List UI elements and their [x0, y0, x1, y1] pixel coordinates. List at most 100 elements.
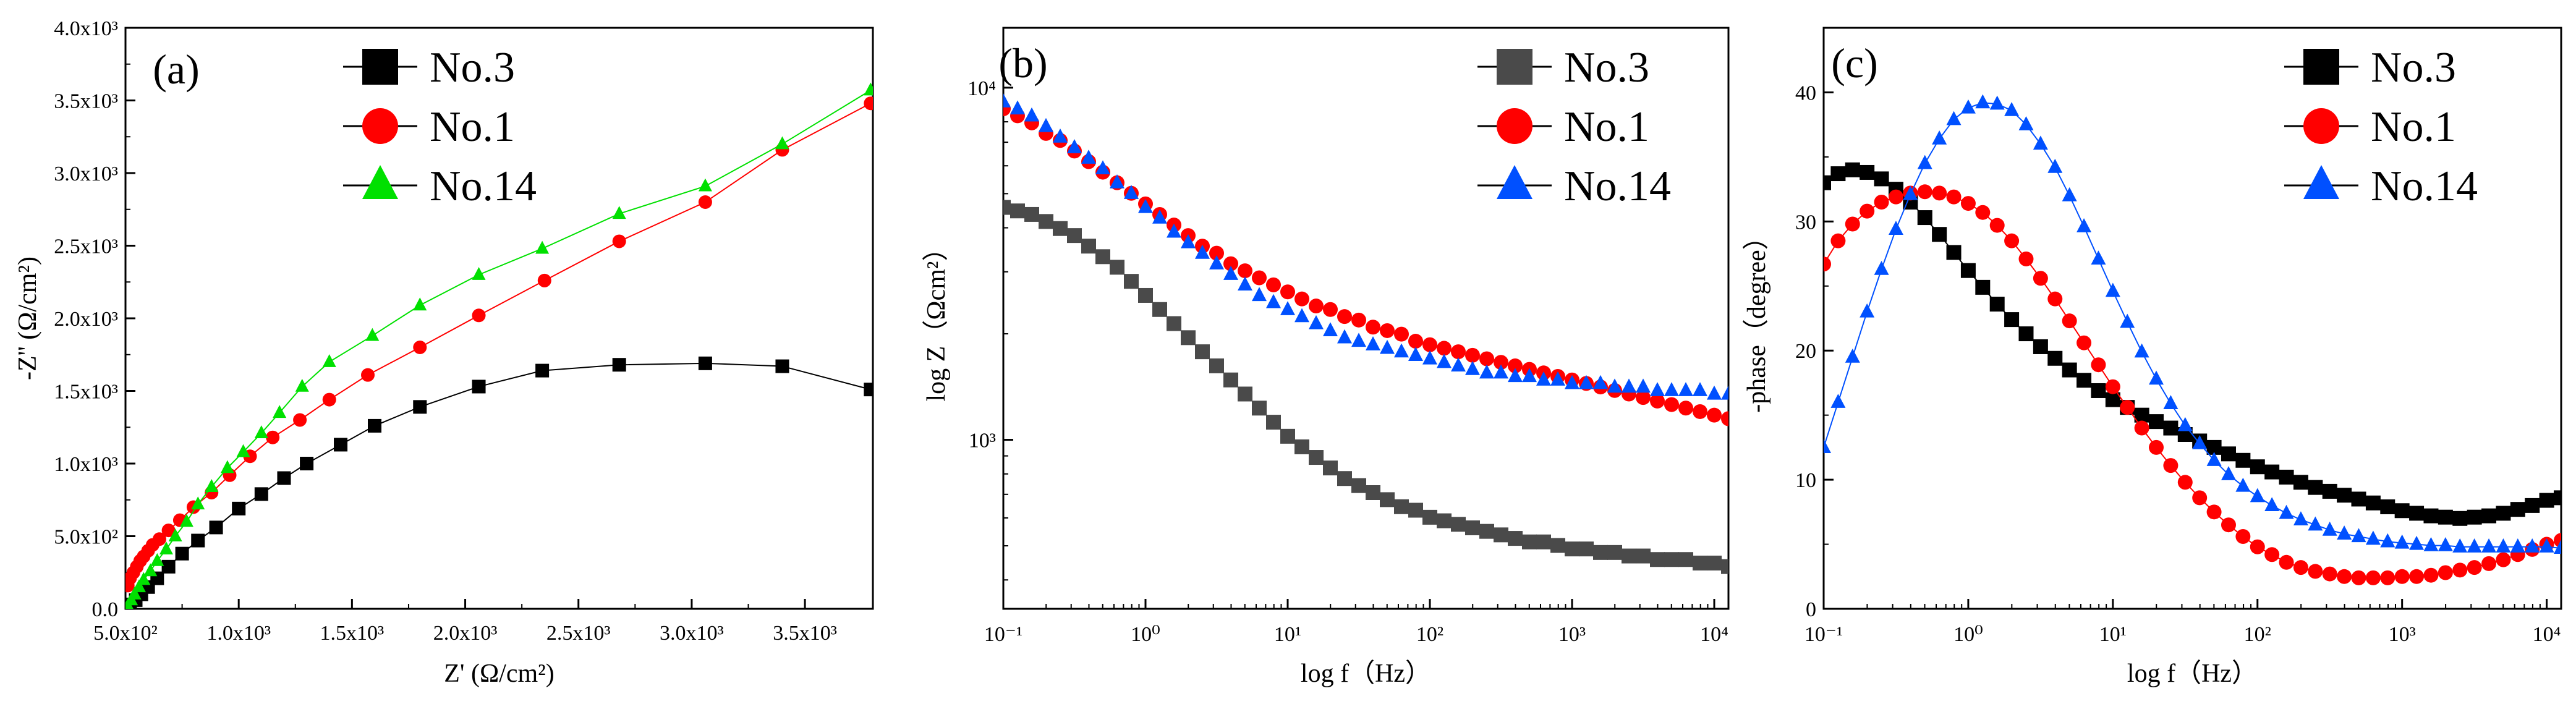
x-tick-label: 10¹	[2099, 623, 2127, 646]
data-point-No.14	[1678, 382, 1693, 396]
data-point-No.1	[1408, 334, 1423, 349]
data-point-No.1	[537, 273, 551, 287]
data-point-No.14	[612, 206, 626, 219]
x-tick-label: 2.5x10³	[546, 622, 611, 645]
data-point-No.1	[2264, 547, 2280, 562]
data-point-No.3	[300, 457, 314, 470]
panel-b: 10⁻¹ 10⁰ 10¹ 10² 10³ 10⁴ 10³ 10⁴ log f（Hz） log Z（…	[922, 27, 1730, 688]
y-tick-label: 3.0x10³	[54, 163, 118, 185]
data-point-No.14	[1565, 375, 1579, 389]
data-point-No.14	[1053, 128, 1068, 143]
data-point-No.1	[413, 341, 427, 354]
data-point-No.1	[1266, 277, 1281, 292]
data-point-No.1	[2365, 570, 2381, 585]
data-point-No.14	[1960, 99, 1976, 114]
data-point-No.3	[2062, 362, 2077, 378]
data-point-No.3	[277, 471, 291, 485]
data-point-No.1	[1422, 337, 1437, 352]
legend-marker-No.1	[362, 108, 398, 144]
data-point-No.14	[1824, 439, 1831, 454]
data-point-No.1	[1494, 355, 1508, 370]
data-point-No.3	[1110, 260, 1124, 275]
legend-label: No.3	[430, 44, 515, 91]
data-point-No.1	[1678, 401, 1693, 416]
data-point-No.1	[2163, 458, 2179, 473]
data-point-No.1	[1380, 323, 1395, 338]
legend-label: No.3	[1564, 44, 1649, 91]
data-point-No.3	[1693, 555, 1707, 570]
data-point-No.1	[1479, 351, 1494, 367]
data-point-No.14	[1874, 260, 1889, 275]
y-tick-label: 4.0x10³	[54, 17, 118, 40]
y-axis-label: -phase（degree）	[1743, 224, 1771, 413]
data-point-No.14	[132, 579, 146, 593]
data-point-No.1	[1917, 184, 1932, 200]
data-point-No.14	[2250, 488, 2265, 503]
data-point-No.3	[1337, 471, 1352, 486]
data-point-No.3	[2481, 508, 2497, 524]
data-point-No.3	[698, 356, 712, 370]
data-point-No.14	[2539, 538, 2554, 553]
data-point-No.1	[864, 96, 873, 111]
data-point-No.1	[2047, 291, 2063, 307]
data-point-No.14	[143, 563, 158, 577]
data-point-No.14	[1209, 255, 1224, 269]
data-point-No.1	[1280, 284, 1295, 300]
data-point-No.14	[254, 425, 268, 439]
data-point-No.14	[2264, 497, 2280, 512]
data-point-No.14	[2438, 536, 2453, 551]
x-tick-label: 10²	[2244, 623, 2271, 646]
x-tick-label: 10⁴	[1700, 623, 1728, 646]
data-point-No.14	[1693, 382, 1707, 396]
data-point-No.3	[1053, 221, 1068, 236]
data-point-No.1	[2018, 251, 2034, 266]
data-point-No.14	[2062, 187, 2077, 201]
data-point-No.3	[1636, 548, 1651, 564]
data-point-No.1	[1874, 195, 1889, 210]
data-point-No.1	[2192, 490, 2208, 506]
data-point-No.3	[1024, 206, 1039, 222]
data-point-No.14	[322, 354, 336, 367]
data-point-No.3	[1536, 534, 1551, 549]
data-point-No.3	[2264, 464, 2280, 480]
data-point-No.14	[2394, 534, 2410, 549]
data-point-No.14	[1888, 221, 1903, 235]
data-point-No.1	[1636, 390, 1651, 405]
data-point-No.3	[1422, 509, 1437, 525]
data-point-No.14	[698, 178, 712, 192]
data-point-No.14	[1622, 378, 1636, 393]
data-point-No.1	[1721, 411, 1728, 426]
data-point-No.1	[2062, 313, 2077, 329]
data-point-No.1	[1824, 257, 1831, 272]
legend-label: No.14	[430, 163, 537, 210]
data-point-No.14	[1550, 371, 1565, 386]
data-point-No.3	[1181, 330, 1196, 346]
data-point-No.3	[1508, 531, 1523, 546]
legend-label: No.14	[2371, 163, 2478, 210]
legend-marker-No.3	[1497, 49, 1532, 85]
data-point-No.3	[2279, 469, 2294, 485]
data-point-No.3	[2308, 480, 2323, 495]
panel-c: 10⁻¹ 10⁰ 10¹ 10² 10³ 10⁴ 0 10 20 30 40 log f（Hz） -ph…	[1743, 27, 2562, 688]
y-tick-label: 10³	[969, 430, 996, 452]
data-point-No.14	[236, 444, 250, 457]
data-point-No.1	[2235, 529, 2251, 545]
data-point-No.14	[1707, 385, 1722, 400]
data-point-No.3	[254, 487, 268, 501]
data-point-No.3	[1223, 372, 1238, 388]
data-point-No.14	[2380, 533, 2395, 548]
data-point-No.14	[1067, 139, 1082, 153]
data-point-No.14	[2105, 282, 2120, 297]
legend-label: No.1	[430, 103, 515, 151]
data-point-No.3	[1124, 274, 1139, 289]
data-point-No.1	[1860, 203, 1875, 219]
data-point-No.3	[1266, 415, 1281, 430]
x-tick-label: 3.0x10³	[660, 622, 724, 645]
data-point-No.1	[1664, 397, 1679, 412]
data-point-No.3	[1550, 538, 1565, 553]
data-point-No.14	[2163, 395, 2179, 409]
y-tick-label: 0.0	[92, 598, 119, 621]
x-tick-label: 10⁴	[2533, 623, 2561, 646]
data-point-No.14	[1252, 287, 1267, 302]
data-point-No.14	[1366, 336, 1380, 350]
